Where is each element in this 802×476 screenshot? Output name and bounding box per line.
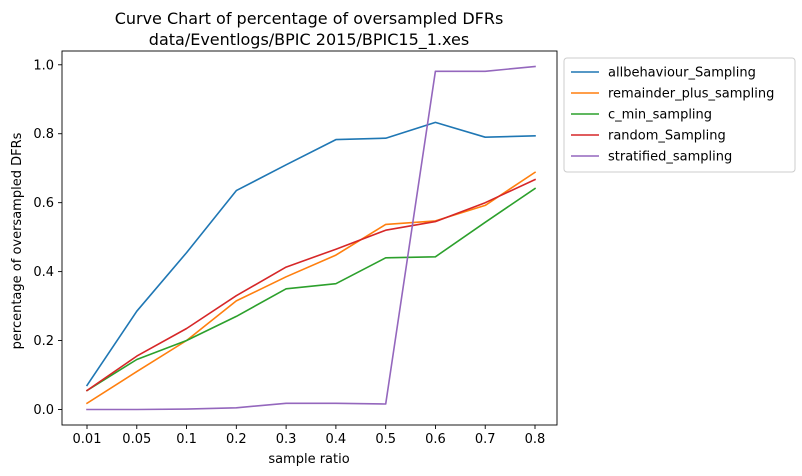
x-tick-label: 0.6 bbox=[425, 432, 446, 447]
chart-title: Curve Chart of percentage of oversampled… bbox=[115, 9, 504, 28]
y-tick-label: 0.2 bbox=[33, 334, 54, 349]
x-tick-label: 0.01 bbox=[73, 432, 102, 447]
x-tick-label: 0.3 bbox=[276, 432, 297, 447]
legend-box bbox=[563, 57, 796, 173]
x-tick-label: 0.4 bbox=[326, 432, 347, 447]
y-tick-label: 0.8 bbox=[33, 127, 54, 142]
plot-area: 0.01 0.05 0.1 0.2 0.3 0.4 0.5 0.6 0.7 0.8 0.0 0.2 0.… bbox=[33, 50, 558, 447]
x-tick-label: 0.7 bbox=[475, 432, 496, 447]
y-tick-label: 0.0 bbox=[33, 403, 54, 418]
x-axis-label: sample ratio bbox=[268, 452, 349, 467]
series-line-c_min_sampling bbox=[85, 187, 537, 392]
x-tick-label: 0.1 bbox=[176, 432, 197, 447]
series-line-allbehaviour_Sampling bbox=[85, 121, 536, 387]
series-line-stratified_sampling bbox=[86, 65, 536, 411]
legend-label: stratified_sampling bbox=[608, 150, 732, 165]
chart-subtitle: data/Eventlogs/BPIC 2015/BPIC15_1.xes bbox=[149, 30, 469, 50]
x-tick-label: 0.5 bbox=[375, 432, 396, 447]
y-tick-label: 0.6 bbox=[33, 196, 54, 211]
legend-label: random_Sampling bbox=[608, 129, 726, 144]
plot-frame bbox=[61, 50, 558, 426]
y-tick-label: 1.0 bbox=[33, 58, 54, 73]
y-axis-label: percentage of oversampled DFRs bbox=[10, 132, 25, 349]
series-line-remainder_plus_sampling bbox=[85, 171, 537, 405]
legend-label: allbehaviour_Sampling bbox=[608, 66, 756, 81]
series-line-random_Sampling bbox=[85, 178, 537, 392]
legend: allbehaviour_Sampling remainder_plus_samp… bbox=[563, 57, 796, 173]
legend-label: remainder_plus_sampling bbox=[608, 87, 774, 102]
legend-label: c_min_sampling bbox=[608, 108, 712, 123]
x-tick-label: 0.8 bbox=[525, 432, 546, 447]
y-tick-label: 0.4 bbox=[33, 265, 54, 280]
x-tick-label: 0.05 bbox=[122, 432, 151, 447]
x-tick-label: 0.2 bbox=[226, 432, 247, 447]
